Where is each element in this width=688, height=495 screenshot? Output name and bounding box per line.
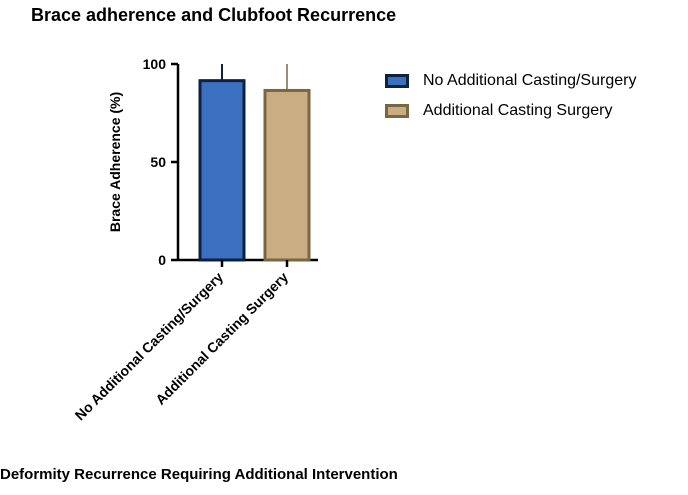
legend: No Additional Casting/Surgery Additional… [385,66,636,126]
y-axis-label: Brace Adherence (%) [107,92,123,232]
bar [198,79,246,262]
y-ticks: 0 50 100 [143,56,178,268]
y-tick-label: 50 [150,154,166,170]
legend-item: No Additional Casting/Surgery [385,66,636,96]
chart-title: Brace adherence and Clubfoot Recurrence [31,5,397,25]
legend-label-1: No Additional Casting/Surgery [423,72,637,89]
legend-swatch-1 [385,74,409,88]
legend-swatch-2 [385,104,409,118]
y-tick-label: 100 [143,56,167,72]
x-categories: No Additional Casting/SurgeryAdditional … [72,269,292,424]
bar [263,88,311,262]
x-axis-label: Deformity Recurrence Requiring Additiona… [0,466,398,483]
y-tick-label: 0 [158,252,166,268]
legend-label-2: Additional Casting Surgery [423,102,613,119]
bars [198,64,311,267]
legend-item: Additional Casting Surgery [385,96,636,126]
x-category-label: Additional Casting Surgery [152,269,291,408]
